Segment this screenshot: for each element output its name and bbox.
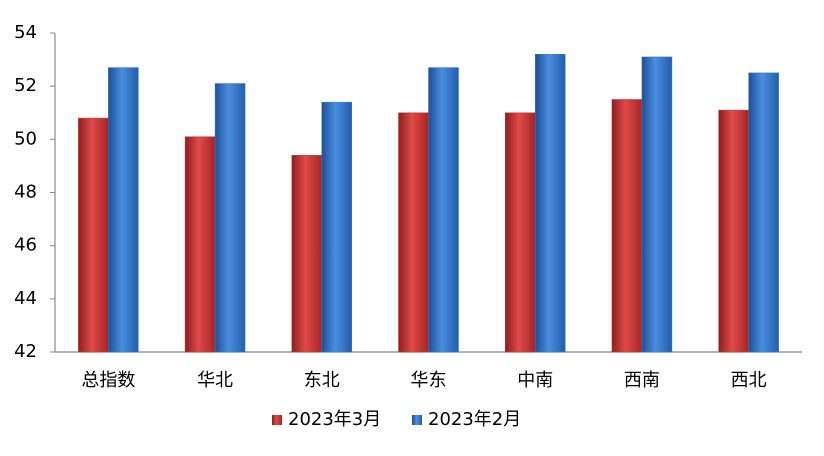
bar — [108, 67, 139, 353]
y-tick-label: 48 — [14, 182, 37, 203]
y-tick-label: 50 — [14, 128, 37, 149]
bar — [214, 83, 246, 353]
y-tick-label: 52 — [14, 75, 37, 96]
bar — [78, 117, 109, 353]
x-tick-label: 华北 — [197, 370, 233, 391]
y-tick-label: 44 — [14, 288, 37, 309]
bar — [184, 136, 216, 353]
y-tick-label: 46 — [14, 235, 37, 256]
x-tick-label: 华东 — [411, 370, 447, 391]
legend-label: 2023年2月 — [428, 409, 521, 430]
x-tick-label: 西北 — [731, 370, 767, 391]
bar — [428, 67, 459, 353]
bar — [534, 54, 566, 353]
y-tick-label: 42 — [14, 341, 37, 362]
bar — [504, 112, 536, 353]
x-tick-label: 总指数 — [81, 370, 135, 391]
bar — [748, 72, 779, 353]
bar — [718, 109, 749, 353]
bar — [291, 155, 323, 353]
legend-label: 2023年3月 — [288, 409, 381, 430]
y-tick-label: 54 — [14, 22, 37, 43]
x-tick-label: 东北 — [304, 370, 340, 391]
legend-marker — [412, 415, 422, 425]
x-tick-label: 中南 — [517, 370, 553, 391]
legend-marker — [272, 415, 282, 425]
bar — [611, 99, 643, 353]
bar — [321, 101, 353, 353]
x-tick-label: 西南 — [624, 370, 660, 391]
bar — [641, 56, 673, 353]
bar — [398, 112, 429, 353]
